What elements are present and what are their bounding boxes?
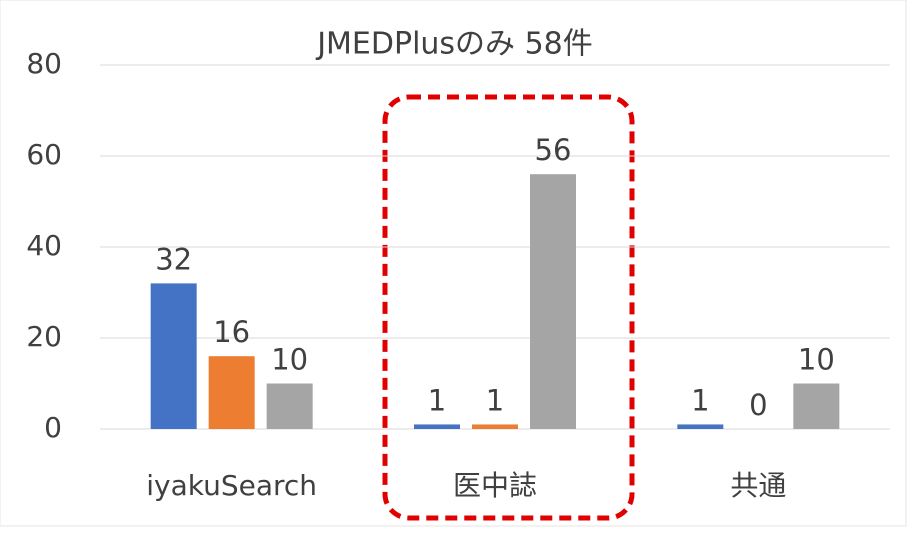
y-tick-label: 0 bbox=[44, 411, 62, 444]
bar bbox=[266, 383, 313, 429]
chart-title: JMEDPlusのみ 58件 bbox=[315, 27, 593, 62]
data-label: 1 bbox=[691, 383, 709, 417]
data-label: 56 bbox=[535, 133, 572, 167]
bar bbox=[530, 174, 576, 429]
x-tick-label: 医中誌 bbox=[453, 469, 537, 502]
bar bbox=[208, 356, 255, 429]
bar bbox=[677, 424, 724, 429]
x-tick-label: 共通 bbox=[730, 469, 786, 502]
data-label: 10 bbox=[798, 343, 835, 377]
data-label: 16 bbox=[213, 315, 250, 349]
data-label: 1 bbox=[428, 383, 446, 417]
x-tick-label: iyakuSearch bbox=[146, 469, 317, 502]
bar bbox=[793, 383, 840, 429]
data-label: 32 bbox=[155, 242, 192, 276]
data-label: 10 bbox=[271, 343, 308, 377]
y-tick-label: 80 bbox=[26, 47, 62, 80]
data-label: 0 bbox=[749, 388, 767, 422]
y-tick-label: 40 bbox=[26, 229, 62, 262]
y-tick-label: 60 bbox=[26, 138, 62, 171]
chart-area bbox=[0, 0, 907, 527]
bar bbox=[414, 424, 460, 429]
highlight-box bbox=[382, 94, 635, 521]
data-label: 1 bbox=[486, 383, 504, 417]
bar bbox=[472, 424, 518, 429]
bar bbox=[150, 283, 197, 429]
y-tick-label: 20 bbox=[26, 320, 62, 353]
